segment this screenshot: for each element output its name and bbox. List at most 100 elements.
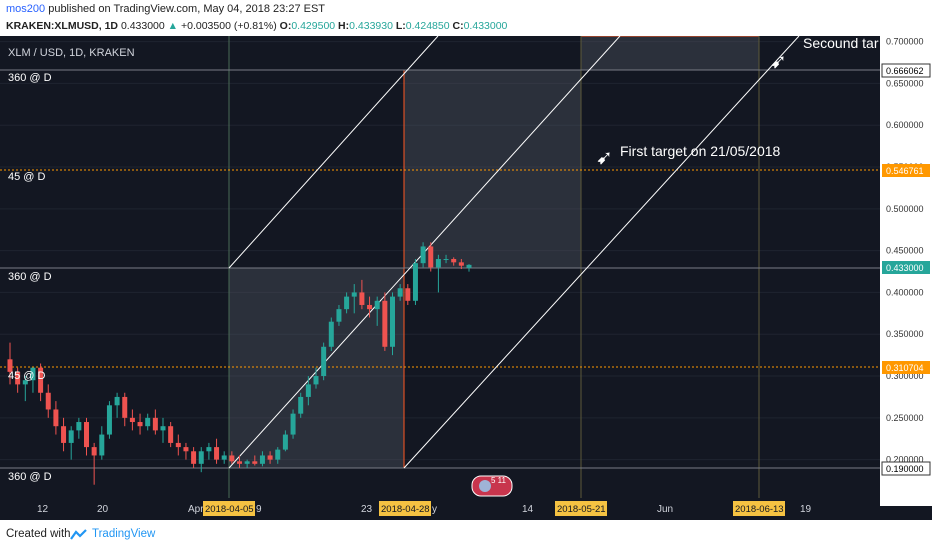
candle-body	[290, 413, 296, 435]
candle-body	[168, 426, 174, 443]
tick-may: y	[432, 504, 437, 515]
candle	[7, 342, 13, 385]
candle-body	[374, 300, 380, 310]
candle	[38, 363, 44, 402]
candle	[76, 417, 82, 439]
published-text: published on TradingView.com, May 04, 20…	[48, 3, 326, 15]
candle	[91, 442, 97, 485]
candle	[382, 292, 388, 351]
candle	[22, 376, 28, 402]
close-value: 0.433000	[463, 20, 508, 32]
candle-body	[61, 426, 67, 443]
candle-body	[412, 263, 418, 301]
candle	[198, 447, 204, 473]
chart-header: mos200 published on TradingView.com, May…	[0, 0, 932, 36]
price-chart[interactable]: 360 @ D 45 @ D 360 @ D 45 @ D 360 @ D XL…	[0, 36, 932, 520]
price-tick-label: 0.700000	[886, 37, 924, 47]
candle-body	[252, 461, 258, 464]
price-label-45-bg	[882, 164, 930, 177]
candle-body	[214, 447, 220, 460]
candle	[145, 413, 151, 431]
price-label-top-bg	[881, 63, 931, 78]
candle	[313, 367, 319, 389]
up-arrow-icon: ▲	[167, 20, 179, 32]
candle-body	[84, 422, 89, 448]
tick-apr: Apr	[188, 504, 204, 515]
price-tick-label: 0.400000	[886, 287, 924, 297]
created-with-text: Created with	[6, 528, 71, 540]
candle	[351, 284, 357, 314]
candle	[443, 254, 449, 264]
open-value: 0.429500	[291, 20, 336, 32]
candle	[367, 296, 373, 318]
candle	[229, 451, 235, 464]
date-label-1: 2018-04-05	[205, 504, 254, 515]
candle	[137, 413, 143, 435]
candle	[259, 451, 265, 467]
publish-info: mos200 published on TradingView.com, May…	[6, 3, 325, 15]
tick-14: 14	[522, 504, 534, 515]
candle-body	[22, 380, 28, 385]
ohlc-legend: KRAKEN:XLMUSD, 1D 0.433000 ▲ +0.003500 (…	[6, 20, 507, 32]
label-45-lower: 45 @ D	[8, 370, 46, 382]
date-label-2: 2018-04-28	[381, 504, 430, 515]
date-label-4-bg	[733, 501, 785, 516]
candle-body	[114, 396, 120, 406]
candle-body	[367, 304, 373, 310]
price-tick-label: 0.450000	[886, 246, 924, 256]
candle	[206, 442, 212, 460]
candle	[336, 304, 342, 326]
candle-body	[298, 396, 304, 414]
event-badge[interactable]: 5 11	[471, 475, 513, 497]
pane-title: XLM / USD, 1D, KRAKEN	[8, 47, 135, 59]
event-badge-text: 5 11	[491, 476, 507, 485]
candle-body	[458, 262, 464, 266]
gann-box-upper	[403, 69, 582, 269]
candle-body	[106, 405, 112, 435]
candle-body	[183, 447, 189, 452]
candle	[160, 417, 166, 443]
tradingview-logo-icon	[70, 529, 87, 540]
candle-body	[237, 461, 242, 464]
candle-body	[267, 455, 273, 460]
candle	[298, 392, 304, 418]
candle-body	[244, 461, 250, 464]
price-tick-label: 0.350000	[886, 329, 924, 339]
time-axis[interactable]: 12 20 Apr 2018-04-05 9 23 2018-04-28 y 1…	[0, 498, 880, 520]
tick-12: 12	[37, 504, 49, 515]
candle	[84, 417, 89, 456]
price-label-lower45: 0.310704	[886, 363, 924, 373]
candle-body	[99, 434, 105, 456]
candle-body	[91, 447, 97, 456]
price-label-lower45-bg	[882, 361, 930, 374]
candle-body	[15, 371, 21, 385]
date-label-3-bg	[555, 501, 607, 516]
price-label-45: 0.546761	[886, 166, 924, 176]
close-label: C:	[452, 20, 464, 32]
candle-body	[7, 359, 13, 372]
candle	[45, 384, 51, 418]
candle-body	[420, 246, 426, 264]
tick-9: 9	[256, 504, 262, 515]
candle-body	[397, 288, 403, 297]
candle-body	[53, 409, 59, 427]
candle	[237, 455, 242, 468]
chart-pane[interactable]: 360 @ D 45 @ D 360 @ D 45 @ D 360 @ D XL…	[0, 36, 932, 520]
price-ticks: 0.7000000.6500000.6000000.5500000.500000…	[886, 37, 924, 465]
candle-body	[275, 449, 281, 460]
annotations: ➹ First target on 21/05/2018 ➹ Secound t…	[596, 36, 879, 169]
candle	[30, 367, 36, 393]
candle-body	[76, 422, 82, 431]
level-lines	[0, 69, 880, 469]
candle	[152, 409, 158, 435]
candle-body	[390, 296, 395, 347]
tradingview-brand-link[interactable]: TradingView	[92, 528, 156, 540]
candle-body	[137, 422, 143, 427]
second-target-text: Secound tar	[803, 36, 879, 51]
candle	[359, 279, 365, 310]
price-axis[interactable]: 0.7000000.6500000.6000000.5500000.500000…	[880, 36, 932, 506]
candle-body	[152, 417, 158, 431]
candle	[114, 392, 120, 418]
candle	[458, 258, 464, 270]
author-link[interactable]: mos200	[6, 3, 46, 15]
